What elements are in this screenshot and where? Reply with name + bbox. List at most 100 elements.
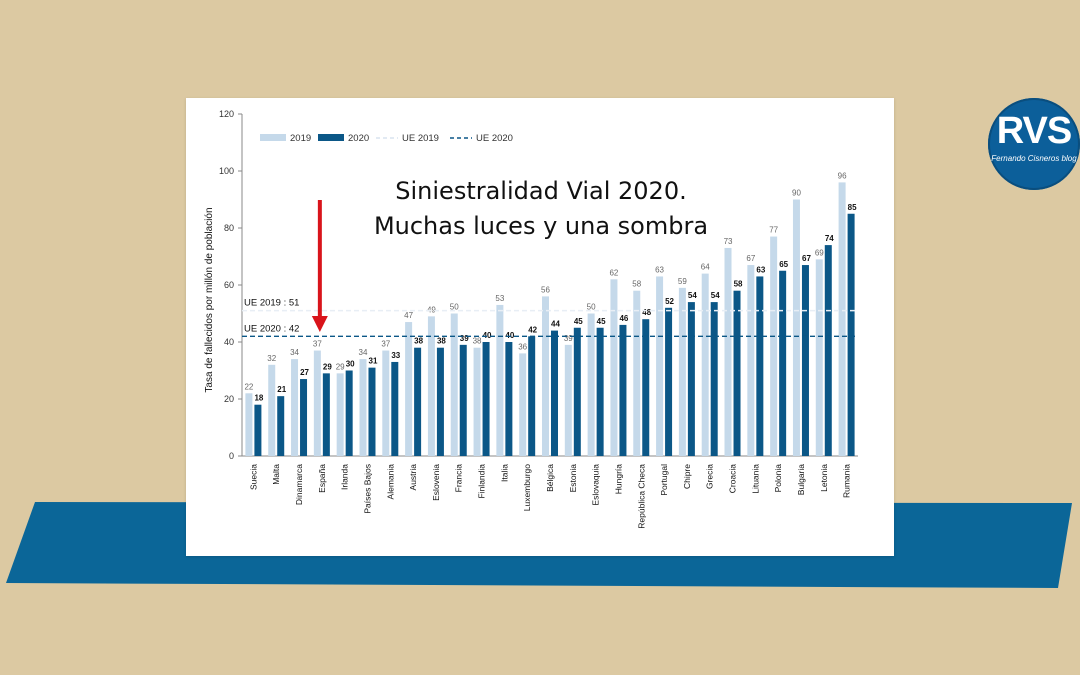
data-label-2019-10: 38 xyxy=(473,337,482,346)
data-label-2020-16: 46 xyxy=(619,314,628,323)
y-axis-title: Tasa de fallecidos por millón de poblaci… xyxy=(204,207,215,392)
x-category-label-5: Países Bajos xyxy=(362,464,372,514)
data-label-2019-7: 47 xyxy=(404,311,413,320)
bar-2020-6 xyxy=(391,361,399,456)
data-label-2020-0: 18 xyxy=(254,394,263,403)
bar-2019-3 xyxy=(313,350,321,456)
data-label-2019-21: 73 xyxy=(724,237,733,246)
bar-2019-11 xyxy=(496,304,504,456)
data-label-2020-15: 45 xyxy=(597,317,606,326)
x-category-label-12: Luxemburgo xyxy=(522,464,532,512)
data-label-2020-3: 29 xyxy=(323,362,332,371)
bar-2019-8 xyxy=(427,316,435,456)
bar-2020-23 xyxy=(779,270,787,456)
data-label-2020-8: 38 xyxy=(437,337,446,346)
data-label-2019-9: 50 xyxy=(450,303,459,312)
data-label-2020-22: 63 xyxy=(756,265,765,274)
bar-2019-4 xyxy=(336,373,344,456)
x-category-label-3: España xyxy=(317,464,327,493)
x-category-label-16: Hungría xyxy=(613,464,623,495)
bar-2020-12 xyxy=(528,336,536,456)
data-label-2020-1: 21 xyxy=(277,385,286,394)
bar-2020-25 xyxy=(824,245,832,456)
data-label-2020-5: 31 xyxy=(369,357,378,366)
x-category-label-10: Finlandia xyxy=(477,464,487,499)
bar-2019-25 xyxy=(815,259,823,456)
data-label-2019-19: 59 xyxy=(678,277,687,286)
bar-2020-15 xyxy=(596,327,604,456)
x-category-label-14: Estonia xyxy=(568,464,578,493)
data-label-2020-12: 42 xyxy=(528,325,537,334)
highlight-arrow-head xyxy=(311,316,328,332)
legend-swatch-2020 xyxy=(318,134,344,141)
bar-2020-14 xyxy=(573,327,581,456)
data-label-2019-23: 77 xyxy=(769,226,778,235)
reference-label-ue-2019: UE 2019 : 51 xyxy=(244,298,299,309)
x-category-label-1: Malta xyxy=(271,464,281,485)
bar-2019-24 xyxy=(792,199,800,456)
bar-2020-8 xyxy=(436,347,444,456)
data-label-2019-20: 64 xyxy=(701,263,710,272)
legend-label-2020: 2020 xyxy=(348,133,369,144)
bar-2020-4 xyxy=(345,370,353,456)
x-category-label-26: Rumania xyxy=(842,464,852,498)
bar-2019-17 xyxy=(633,290,641,456)
data-label-2020-18: 52 xyxy=(665,297,674,306)
logo-subtitle: Fernando Cisneros blog xyxy=(991,154,1077,163)
data-label-2020-26: 85 xyxy=(848,203,857,212)
x-category-label-23: Polonia xyxy=(773,464,783,493)
bar-2020-18 xyxy=(665,307,673,456)
data-label-2019-11: 53 xyxy=(495,294,504,303)
data-label-2019-26: 96 xyxy=(838,171,847,180)
bar-2020-1 xyxy=(277,396,285,456)
data-label-2019-5: 34 xyxy=(359,348,368,357)
data-label-2019-13: 56 xyxy=(541,285,550,294)
data-label-2020-23: 65 xyxy=(779,260,788,269)
x-category-label-13: Bélgica xyxy=(545,464,555,492)
bar-2019-14 xyxy=(564,344,572,456)
bar-2019-6 xyxy=(382,350,390,456)
data-label-2019-15: 50 xyxy=(587,303,596,312)
bar-2019-5 xyxy=(359,359,367,456)
bar-2020-20 xyxy=(710,302,718,456)
bar-2019-12 xyxy=(519,353,527,456)
data-label-2020-14: 45 xyxy=(574,317,583,326)
bar-2020-24 xyxy=(801,265,809,456)
x-category-label-22: Lituania xyxy=(750,464,760,494)
bar-2020-10 xyxy=(482,342,490,456)
x-category-label-25: Letonia xyxy=(819,464,829,492)
x-category-label-2: Dinamarca xyxy=(294,464,304,505)
reference-label-ue-2020: UE 2020 : 42 xyxy=(244,323,299,334)
bar-2020-0 xyxy=(254,404,262,456)
data-label-2019-17: 58 xyxy=(632,280,641,289)
bar-2020-11 xyxy=(505,342,513,456)
data-label-2019-6: 37 xyxy=(381,340,390,349)
bar-2019-20 xyxy=(701,273,709,456)
data-label-2019-8: 49 xyxy=(427,305,436,314)
data-label-2019-0: 22 xyxy=(244,382,253,391)
data-label-2019-3: 37 xyxy=(313,340,322,349)
data-label-2020-10: 40 xyxy=(483,331,492,340)
data-label-2020-24: 67 xyxy=(802,254,811,263)
y-tick-label: 80 xyxy=(224,223,234,233)
bar-2020-9 xyxy=(459,344,467,456)
x-category-label-8: Eslovenia xyxy=(431,464,441,501)
x-category-label-24: Bulgaria xyxy=(796,464,806,495)
bar-chart: 0 20 40 60 80 100 120 Tasa de fallecidos por mi… xyxy=(204,109,858,529)
data-label-2019-4: 29 xyxy=(336,362,345,371)
bar-2020-22 xyxy=(756,276,764,456)
legend-swatch-2019 xyxy=(260,134,286,141)
bar-2020-2 xyxy=(300,379,308,456)
headline-line-2: Muchas luces y una sombra xyxy=(373,212,709,240)
data-label-2020-6: 33 xyxy=(391,351,400,360)
x-category-label-4: Irlanda xyxy=(340,464,350,490)
data-label-2020-4: 30 xyxy=(346,360,355,369)
rvs-logo[interactable]: RVS Fernando Cisneros blog xyxy=(988,98,1080,190)
bar-2019-10 xyxy=(473,347,481,456)
data-label-2019-16: 62 xyxy=(609,268,618,277)
bar-2019-18 xyxy=(656,276,664,456)
data-label-2020-25: 74 xyxy=(825,234,834,243)
bar-2019-26 xyxy=(838,182,846,456)
bar-2019-16 xyxy=(610,279,618,456)
data-label-2020-17: 48 xyxy=(642,308,651,317)
